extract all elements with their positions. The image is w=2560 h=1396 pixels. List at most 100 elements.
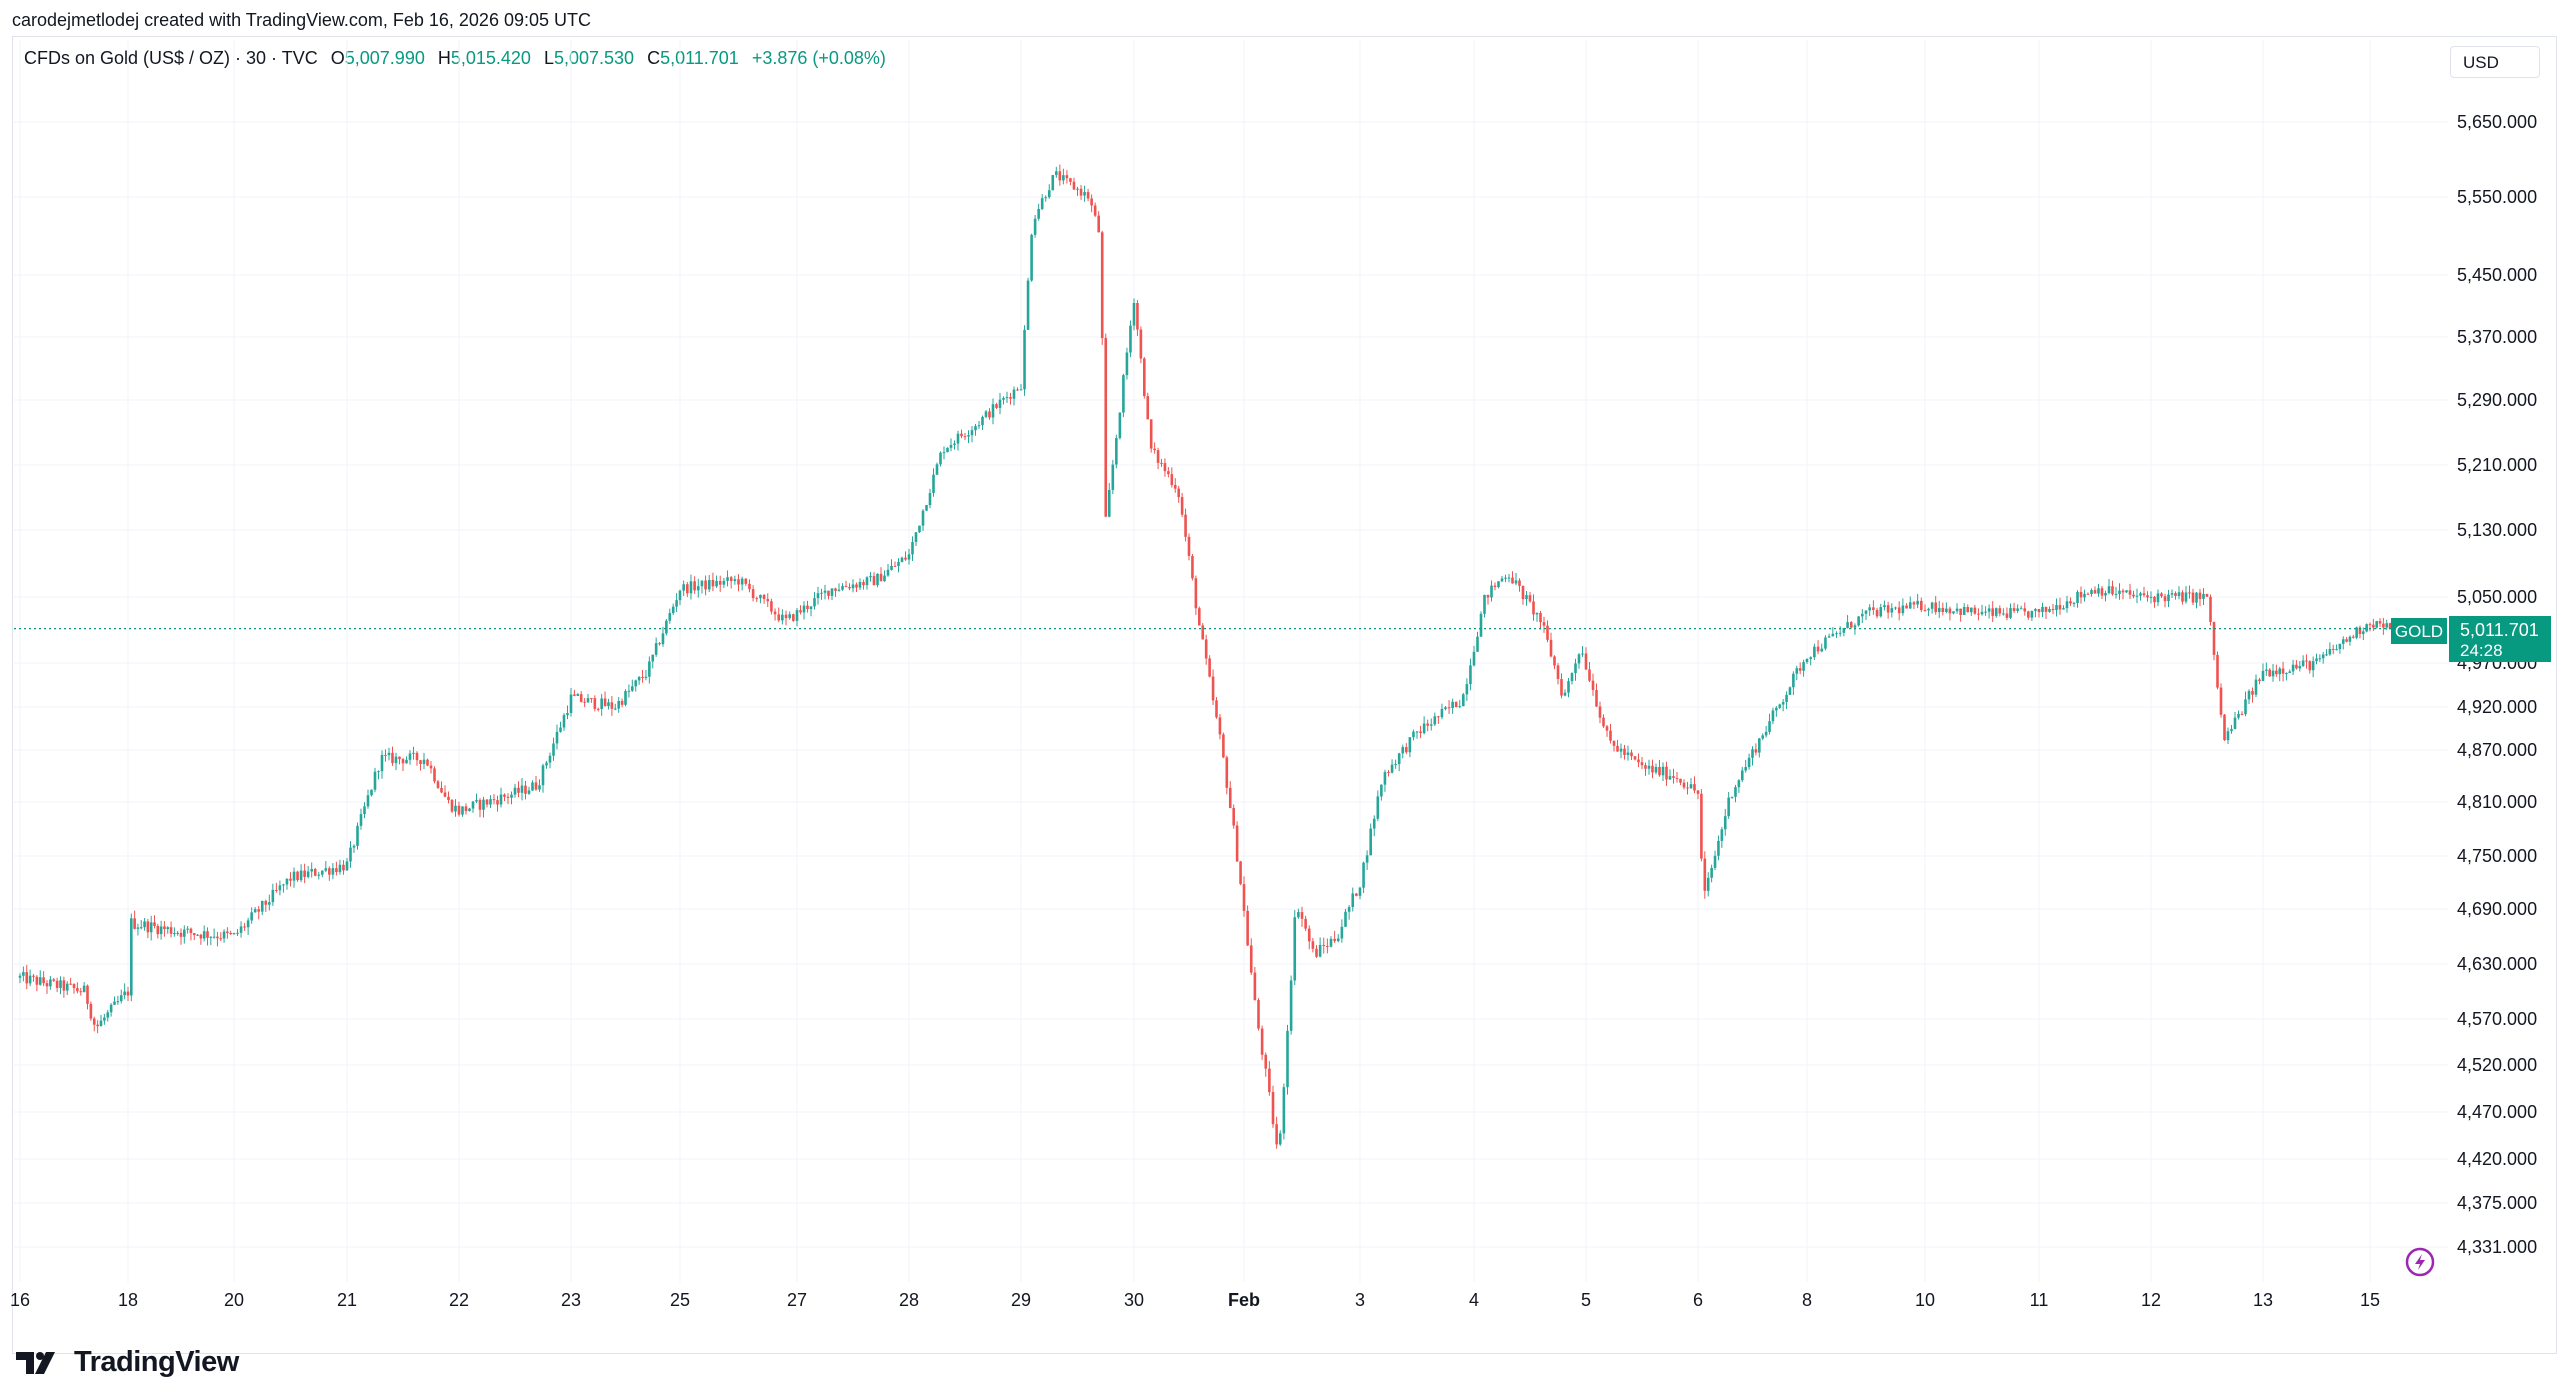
candle-body [1542, 622, 1546, 626]
candle-body [1264, 1054, 1268, 1069]
candle-body [1440, 708, 1444, 718]
candle-body [176, 932, 179, 934]
candle-body [159, 926, 163, 935]
candle-body [1574, 663, 1577, 674]
candle-body [1679, 778, 1682, 783]
candle-body [1249, 945, 1253, 973]
candle-body [1016, 389, 1019, 391]
time-tick-label: 21 [337, 1290, 357, 1310]
candle-body [2291, 664, 2295, 672]
candle-body [429, 765, 433, 769]
candle-body [275, 889, 278, 891]
candle-body [1086, 191, 1090, 199]
candle-body [89, 1003, 93, 1019]
candle-body [1879, 607, 1883, 617]
candle-body [1868, 607, 1871, 611]
candle-body [506, 796, 510, 798]
candle-body [559, 727, 562, 732]
candle-body [2271, 670, 2275, 677]
price-tick-label: 4,570.000 [2457, 1009, 2537, 1029]
candle-body [872, 576, 876, 586]
candle-body [2335, 649, 2338, 651]
candle-body [1437, 716, 1440, 718]
price-tick-label: 5,050.000 [2457, 587, 2537, 607]
candle-body [433, 768, 436, 782]
candle-body [2351, 636, 2355, 638]
price-tick-label: 4,810.000 [2457, 792, 2537, 812]
candle-body [2111, 586, 2114, 595]
candle-body [253, 909, 257, 913]
candle-body [886, 569, 890, 576]
candle-body [555, 731, 559, 744]
candle-body [733, 579, 737, 582]
candle-body [2321, 654, 2325, 659]
candle-body [32, 975, 35, 977]
candle-body [1184, 514, 1187, 537]
time-axis[interactable]: 16 18 20 21 22 23 25 27 28 29 30 Feb 3 4 5 6 8 10 11 12 13 15 [10, 1290, 2380, 1310]
candle-body [1853, 625, 1857, 628]
candle-body [855, 584, 858, 588]
candle-body [1849, 622, 1853, 628]
candle-body [239, 926, 243, 933]
candle-body [313, 869, 317, 876]
candle-body [2125, 590, 2128, 593]
candle-body [534, 782, 538, 790]
candle-body [2375, 621, 2378, 628]
candle-body [2205, 593, 2209, 597]
candle-body [1180, 497, 1184, 515]
lightning-icon[interactable] [2405, 1247, 2435, 1277]
candle-body [492, 799, 496, 801]
candle-body [1894, 607, 1897, 609]
close-label: C [647, 48, 661, 68]
candle-body [1535, 612, 1539, 615]
candle-body [1191, 555, 1194, 579]
candle-body [317, 874, 321, 876]
candle-body [766, 599, 770, 602]
candle-body [1820, 648, 1824, 652]
candle-body [744, 578, 748, 584]
candle-body [1177, 488, 1180, 498]
candle-body [2285, 672, 2288, 674]
candle-body [447, 796, 450, 801]
candle-body [2254, 679, 2258, 695]
currency-button[interactable]: USD [2450, 46, 2540, 78]
candle-body [939, 452, 942, 465]
candle-body [1883, 605, 1886, 608]
candle-body [579, 694, 583, 702]
candle-body [711, 579, 715, 587]
price-axis[interactable]: 5,650.000 5,550.000 5,450.000 5,370.000 5,29… [2457, 112, 2537, 1257]
tradingview-logo[interactable]: TradingView [16, 1346, 239, 1379]
price-tick-label: 5,130.000 [2457, 520, 2537, 540]
symbol-description[interactable]: CFDs on Gold (US$ / OZ) · 30 · TVC [24, 48, 318, 68]
candle-body [1977, 613, 1980, 615]
candle-body [617, 700, 620, 709]
candle-body [651, 654, 655, 662]
candle-body [722, 580, 726, 585]
candle-body [1019, 389, 1023, 391]
candle-body [682, 584, 685, 591]
candle-body [1344, 911, 1347, 927]
candle-body [548, 755, 552, 763]
candle-body [25, 972, 29, 984]
candle-body [718, 580, 722, 585]
candle-body [1941, 607, 1945, 612]
candle-body [2184, 592, 2188, 602]
candle-body [1289, 980, 1293, 1031]
candle-body [1390, 764, 1394, 773]
candle-body [1696, 790, 1700, 794]
candle-body [1058, 171, 1062, 181]
candle-body [1560, 679, 1563, 696]
candle-body [366, 795, 370, 807]
candle-body [130, 918, 133, 996]
candle-body [963, 436, 967, 438]
candle-body [352, 845, 356, 848]
candle-body [1500, 578, 1504, 582]
candle-body [1654, 767, 1658, 773]
candle-body [2104, 592, 2107, 596]
candle-body [1693, 784, 1696, 791]
candle-body [1268, 1068, 1271, 1093]
candle-body [2069, 601, 2072, 604]
candle-body [331, 868, 335, 875]
candle-body [2223, 714, 2226, 741]
